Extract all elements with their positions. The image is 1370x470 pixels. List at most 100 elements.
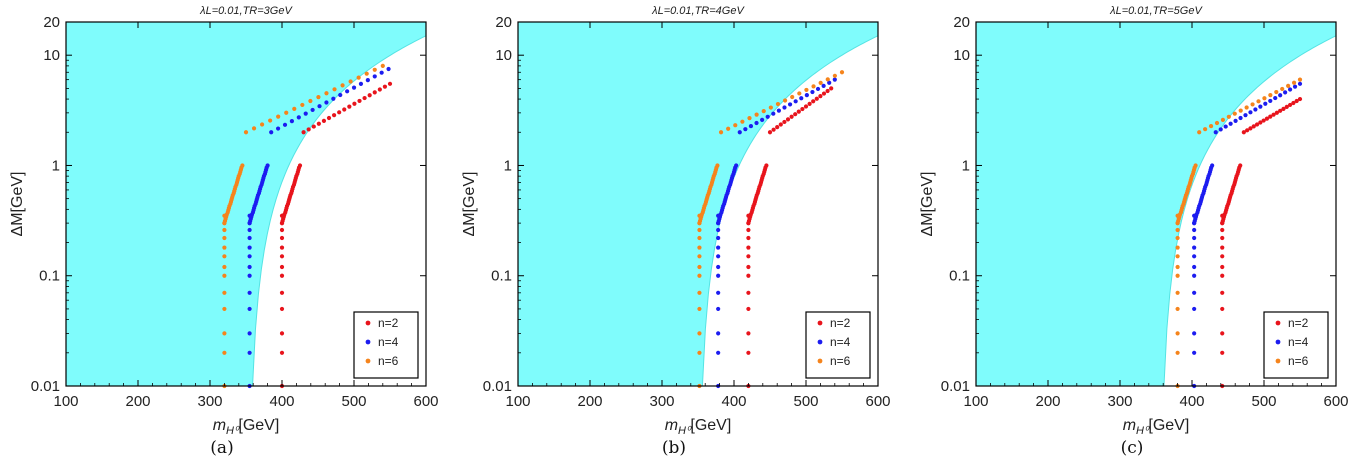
- x-tick-label: 300: [197, 393, 222, 410]
- y-tick-label: 10: [953, 47, 970, 64]
- data-point: [1287, 102, 1293, 108]
- data-point: [747, 116, 752, 121]
- data-point: [222, 350, 227, 355]
- y-tick-label: 0.1: [39, 268, 60, 285]
- x-tick-label: 200: [125, 393, 150, 410]
- data-point: [1294, 98, 1299, 104]
- data-point: [222, 254, 227, 259]
- data-point: [1175, 254, 1180, 259]
- data-point: [247, 306, 252, 312]
- data-point: [1192, 306, 1197, 312]
- data-point: [1291, 80, 1297, 85]
- data-point: [247, 245, 252, 250]
- legend-marker: [817, 358, 823, 364]
- x-tick-label: 600: [413, 393, 438, 410]
- data-point: [297, 163, 303, 168]
- data-point: [1286, 83, 1291, 88]
- data-point: [1175, 264, 1180, 270]
- x-tick-label: 100: [963, 393, 988, 410]
- data-point: [1213, 130, 1218, 135]
- data-point: [754, 120, 759, 126]
- data-point: [1220, 350, 1225, 355]
- data-point: [726, 126, 731, 131]
- data-point: [247, 227, 252, 233]
- data-point: [716, 254, 721, 259]
- series-n=4: [247, 66, 391, 389]
- data-point: [316, 121, 321, 126]
- data-point: [832, 73, 837, 78]
- data-point: [247, 254, 252, 259]
- data-point: [1261, 118, 1266, 123]
- legend-marker: [1275, 339, 1281, 345]
- data-point: [292, 106, 297, 111]
- data-point: [789, 114, 794, 119]
- data-point: [372, 90, 377, 95]
- data-point: [716, 235, 721, 241]
- data-point: [279, 350, 285, 355]
- data-point: [279, 290, 285, 295]
- data-point: [1175, 350, 1180, 355]
- data-point: [386, 66, 391, 72]
- data-point: [760, 117, 765, 122]
- legend: n=2 n=4 n=6: [805, 311, 871, 379]
- data-point: [1258, 120, 1263, 125]
- data-point: [785, 117, 791, 122]
- data-point: [268, 118, 273, 123]
- x-axis-label: mH⁰[GeV]: [665, 417, 732, 437]
- series-n=6: [697, 70, 845, 389]
- data-point: [1238, 108, 1243, 113]
- caption-a: (a): [210, 438, 234, 458]
- data-point: [737, 130, 742, 135]
- data-point: [259, 122, 265, 127]
- data-point: [382, 84, 388, 89]
- data-point: [247, 235, 252, 241]
- data-point: [1192, 331, 1197, 336]
- data-point: [1220, 117, 1226, 122]
- data-point: [771, 127, 776, 132]
- data-point: [1220, 306, 1225, 312]
- data-point: [247, 264, 252, 270]
- data-point: [380, 63, 385, 68]
- data-point: [1232, 111, 1237, 116]
- data-point: [746, 331, 751, 336]
- data-point: [1214, 120, 1220, 126]
- data-point: [222, 273, 227, 278]
- data-point: [367, 93, 372, 98]
- data-point: [282, 122, 288, 127]
- x-tick-label: 600: [865, 393, 890, 410]
- data-point: [1220, 290, 1225, 295]
- data-point: [1271, 112, 1276, 117]
- data-point: [1273, 95, 1278, 101]
- data-point: [1220, 245, 1225, 250]
- data-point: [746, 254, 751, 259]
- data-point: [716, 331, 721, 336]
- data-point: [251, 126, 257, 131]
- data-point: [716, 306, 721, 312]
- data-point: [1233, 118, 1238, 123]
- data-point: [761, 108, 766, 114]
- data-point: [289, 119, 295, 124]
- data-point: [1203, 127, 1208, 132]
- data-point: [776, 108, 781, 113]
- data-point: [1278, 93, 1283, 98]
- data-point: [697, 290, 702, 295]
- data-point: [1250, 102, 1255, 107]
- legend-marker: [365, 339, 371, 345]
- x-tick-label: 300: [1107, 393, 1132, 410]
- legend-box: [353, 311, 419, 379]
- data-point: [1274, 110, 1279, 115]
- data-point: [1281, 106, 1286, 111]
- data-point: [1175, 290, 1180, 295]
- data-point: [1251, 124, 1256, 129]
- data-point: [337, 110, 342, 115]
- data-point: [340, 83, 345, 88]
- data-point: [797, 91, 802, 96]
- chart-c-svg: λL=0.01,TR=5GeV 100 200 300 400 500 600 0.01 0.1…: [919, 5, 1349, 437]
- series-n=2: [1220, 96, 1303, 389]
- data-point: [1297, 81, 1303, 86]
- x-tick-label: 200: [577, 393, 602, 410]
- data-point: [740, 119, 745, 124]
- data-point: [804, 87, 809, 93]
- data-point: [775, 101, 781, 107]
